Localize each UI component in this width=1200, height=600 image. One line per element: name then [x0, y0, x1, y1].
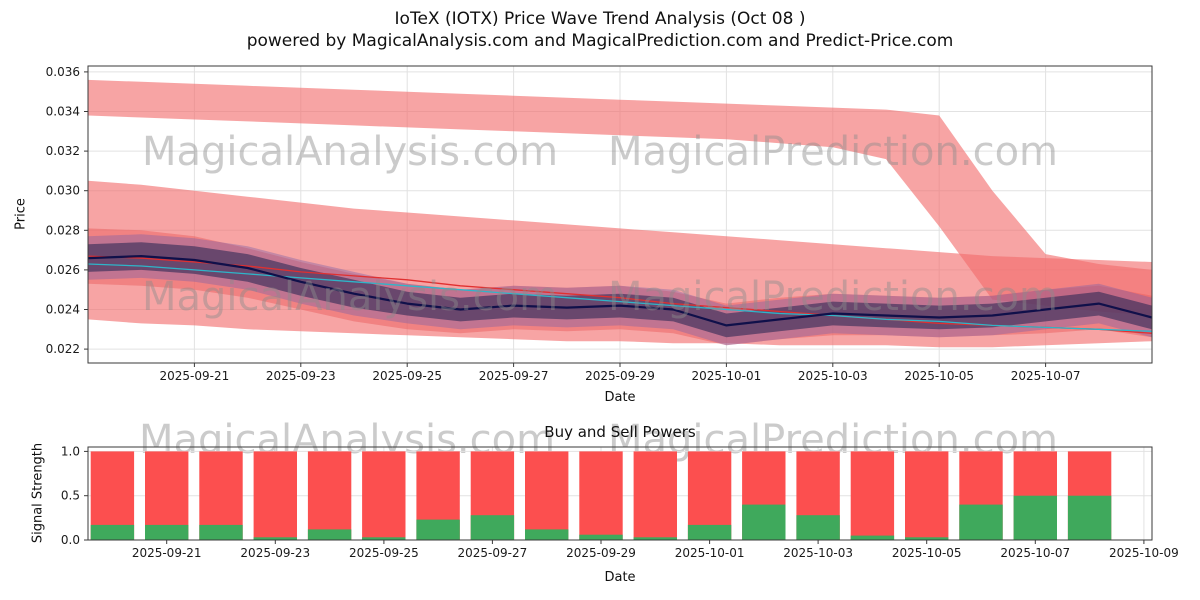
- buy-power-bar: [199, 524, 243, 540]
- buy-power-bar: [362, 537, 406, 540]
- sell-power-bar: [470, 451, 515, 540]
- outer-envelope-band: [88, 180, 1152, 348]
- sell-power-bar: [307, 451, 352, 540]
- buy-power-bar: [850, 535, 895, 540]
- watermark-prediction: MagicalPrediction.com: [608, 129, 1058, 175]
- watermark-analysis: MagicalAnalysis.com: [141, 129, 559, 175]
- y-tick-label: 0.5: [61, 489, 80, 503]
- buy-power-bar: [253, 537, 297, 540]
- sell-power-bar: [416, 451, 460, 540]
- x-tick-label: 2025-10-09: [1109, 546, 1179, 560]
- violet-halo-band: [88, 234, 1152, 346]
- plot-border: [87, 65, 1153, 364]
- buy-power-bar: [1067, 495, 1112, 540]
- sell-power-bar: [1013, 451, 1057, 540]
- y-tick-label: 0.022: [46, 342, 80, 356]
- sell-power-bar: [959, 451, 1003, 540]
- trend-line-red: [87, 255, 1153, 334]
- sell-power-bar: [253, 451, 297, 540]
- x-tick-label: 2025-09-29: [585, 369, 655, 383]
- x-tick-label: 2025-09-27: [458, 546, 528, 560]
- y-tick-label: 0.028: [46, 223, 80, 237]
- sell-power-bar: [579, 451, 623, 540]
- y-tick-label: 0.0: [61, 533, 80, 547]
- sell-power-bar: [687, 451, 732, 540]
- x-tick-label: 2025-09-23: [240, 546, 310, 560]
- y-tick-label: 0.032: [46, 144, 80, 158]
- buy-power-bar: [145, 524, 189, 540]
- sell-power-bar: [362, 451, 406, 540]
- buy-power-bar: [905, 537, 949, 540]
- sell-power-bar: [90, 451, 135, 540]
- buy-power-bar: [959, 504, 1003, 540]
- sell-power-bar: [525, 451, 569, 540]
- signal-strength-axis-label: Signal Strength: [30, 442, 46, 544]
- buy-power-bar: [796, 515, 840, 540]
- upper-forecast-band: [88, 79, 1152, 316]
- sell-power-bar: [796, 451, 840, 540]
- price-axis-label: Price: [13, 198, 29, 230]
- plot-border: [87, 446, 1153, 541]
- x-tick-label: 2025-10-05: [892, 546, 962, 560]
- x-tick-label: 2025-10-05: [904, 369, 974, 383]
- watermark-analysis: MagicalAnalysis.com: [138, 417, 556, 463]
- buy-power-bar: [90, 524, 135, 540]
- buy-power-bar: [579, 534, 623, 540]
- core-wave-band: [88, 242, 1152, 338]
- price-main-line: [87, 255, 1153, 327]
- mid-envelope-band: [88, 228, 1152, 346]
- watermark-analysis: MagicalAnalysis.com: [141, 274, 559, 320]
- price-date-axis-label: Date: [604, 390, 636, 405]
- sell-power-bar: [145, 451, 189, 540]
- buy-power-bar: [742, 504, 786, 540]
- x-tick-label: 2025-09-25: [372, 369, 442, 383]
- x-tick-label: 2025-10-03: [783, 546, 853, 560]
- y-tick-label: 0.026: [46, 263, 80, 277]
- y-tick-label: 0.024: [46, 303, 80, 317]
- buy-power-bar: [307, 529, 352, 540]
- x-tick-label: 2025-10-07: [1000, 546, 1070, 560]
- sell-power-bar: [199, 451, 243, 540]
- sell-power-bar: [633, 451, 677, 540]
- x-tick-label: 2025-09-25: [349, 546, 419, 560]
- bars-date-axis-label: Date: [604, 570, 636, 585]
- y-tick-label: 1.0: [61, 444, 80, 458]
- x-tick-label: 2025-09-23: [266, 369, 336, 383]
- x-tick-label: 2025-10-01: [675, 546, 745, 560]
- trend-line-cyan: [87, 263, 1153, 332]
- buy-power-bar: [1013, 495, 1057, 540]
- x-tick-label: 2025-10-07: [1011, 369, 1081, 383]
- sell-power-bar: [905, 451, 949, 540]
- x-tick-label: 2025-10-03: [798, 369, 868, 383]
- buy-power-bar: [470, 515, 515, 540]
- buy-sell-title: Buy and Sell Powers: [544, 423, 696, 441]
- y-tick-label: 0.034: [46, 105, 80, 119]
- page-title: IoTeX (IOTX) Price Wave Trend Analysis (…: [394, 9, 806, 29]
- x-tick-label: 2025-09-27: [479, 369, 549, 383]
- sell-power-bar: [1067, 451, 1112, 540]
- buy-power-bar: [525, 529, 569, 540]
- buy-power-bar: [687, 524, 732, 540]
- x-tick-label: 2025-09-29: [566, 546, 636, 560]
- sell-power-bar: [742, 451, 786, 540]
- sell-power-bar: [850, 451, 895, 540]
- buy-power-bar: [633, 537, 677, 540]
- buy-power-bar: [416, 519, 460, 540]
- x-tick-label: 2025-09-21: [132, 546, 202, 560]
- y-tick-label: 0.030: [46, 184, 80, 198]
- y-tick-label: 0.036: [46, 65, 80, 79]
- page-subtitle: powered by MagicalAnalysis.com and Magic…: [246, 31, 954, 51]
- x-tick-label: 2025-09-21: [160, 369, 230, 383]
- watermark-prediction: MagicalPrediction.com: [608, 274, 1058, 320]
- x-tick-label: 2025-10-01: [692, 369, 762, 383]
